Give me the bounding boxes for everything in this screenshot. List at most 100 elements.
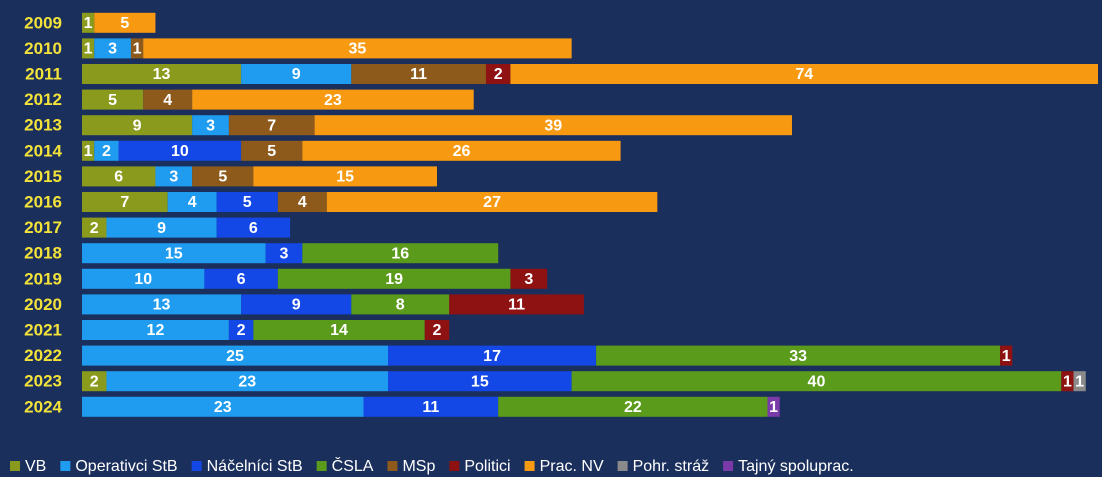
value-label: 15 [165, 245, 183, 262]
value-label: 19 [385, 271, 403, 288]
bar-segment [106, 217, 217, 238]
legend-label: Prac. NV [540, 458, 604, 475]
bar-segment [82, 12, 95, 33]
legend-label: ČSLA [332, 456, 374, 475]
value-label: 23 [214, 399, 232, 416]
y-tick-label: 2011 [25, 64, 62, 83]
y-tick-label: 2023 [24, 372, 62, 391]
value-label: 6 [249, 220, 258, 237]
value-label: 2 [433, 322, 442, 339]
value-label: 1 [84, 41, 93, 58]
y-tick-label: 2015 [24, 167, 62, 186]
bar-segment [388, 345, 597, 366]
legend-label: Operativci StB [75, 458, 177, 475]
bar-segment [94, 12, 156, 33]
value-label: 13 [153, 66, 171, 83]
value-label: 9 [292, 297, 301, 314]
bar-segment [241, 64, 352, 84]
value-label: 3 [280, 245, 289, 262]
value-label: 2 [90, 220, 99, 237]
bar-segment [510, 64, 1098, 84]
bar-segment [596, 345, 1001, 366]
value-label: 3 [206, 117, 215, 134]
bar-segment [485, 64, 511, 84]
value-label: 2 [102, 143, 111, 160]
bar-segment [94, 38, 131, 59]
value-label: 11 [410, 66, 427, 83]
bar-segment [216, 192, 278, 212]
value-label: 5 [243, 194, 252, 211]
y-tick-label: 2013 [24, 116, 62, 135]
value-label: 3 [169, 169, 178, 186]
bar-segment [510, 268, 548, 289]
bar-segment [767, 396, 780, 417]
value-label: 7 [120, 194, 129, 211]
y-tick-label: 2019 [24, 269, 62, 288]
value-label: 1 [133, 41, 142, 58]
value-label: 2 [90, 373, 99, 390]
bar-segment [277, 268, 511, 289]
bar-segment [326, 192, 658, 212]
bar-segment [82, 64, 242, 84]
bar-segment [449, 294, 584, 315]
y-tick-label: 2021 [24, 320, 62, 339]
y-tick-label: 2017 [24, 218, 62, 237]
value-label: 25 [226, 348, 244, 365]
bar-segment [82, 89, 144, 110]
bar-segment [143, 38, 572, 59]
y-tick-label: 2020 [24, 295, 62, 314]
bar-segment [228, 320, 254, 340]
value-label: 6 [237, 271, 246, 288]
value-label: 23 [324, 92, 342, 109]
legend-swatch [191, 461, 202, 471]
y-tick-label: 2012 [24, 90, 62, 109]
value-label: 8 [396, 297, 405, 314]
bar-segment [82, 140, 95, 161]
value-label: 23 [238, 373, 256, 390]
legend-label: MSp [402, 458, 435, 475]
value-label: 22 [624, 399, 642, 416]
bar-segment [204, 268, 278, 289]
bar-segment [302, 140, 621, 161]
bar-segment [82, 166, 156, 187]
bar-segment [192, 89, 474, 110]
legend-swatch [316, 461, 327, 471]
bar-segment [253, 166, 437, 187]
value-label: 1 [1002, 348, 1011, 365]
bar-segment [253, 320, 425, 340]
bar-segment [82, 38, 95, 59]
legend-swatch [449, 461, 460, 471]
bar-segment [1073, 371, 1086, 392]
value-label: 4 [163, 92, 172, 109]
legend-label: Tajný spoluprac. [738, 458, 854, 475]
value-label: 1 [1063, 373, 1072, 390]
legend-swatch [617, 461, 628, 471]
value-label: 1 [84, 143, 93, 160]
bar-segment [82, 294, 242, 315]
bar-segment [302, 243, 499, 264]
bar-segment [118, 140, 242, 161]
value-label: 5 [218, 169, 227, 186]
value-label: 10 [134, 271, 152, 288]
value-label: 7 [267, 117, 276, 134]
bar-segment [314, 115, 792, 136]
legend-label: Pohr. stráž [633, 458, 709, 475]
legend-swatch [60, 461, 71, 471]
legend-label: Náčelníci StB [207, 458, 303, 475]
value-label: 27 [483, 194, 501, 211]
bar-segment [82, 371, 107, 392]
value-label: 9 [292, 66, 301, 83]
value-label: 15 [336, 169, 354, 186]
bar-segment [82, 243, 266, 264]
value-label: 16 [391, 245, 409, 262]
value-label: 14 [330, 322, 348, 339]
value-label: 13 [153, 297, 171, 314]
value-label: 15 [471, 373, 489, 390]
bar-segment [363, 396, 499, 417]
bar-segment [82, 320, 229, 340]
value-label: 40 [808, 373, 826, 390]
legend-swatch [10, 461, 20, 471]
y-tick-label: 2010 [24, 39, 62, 58]
legend-swatch [387, 461, 398, 471]
